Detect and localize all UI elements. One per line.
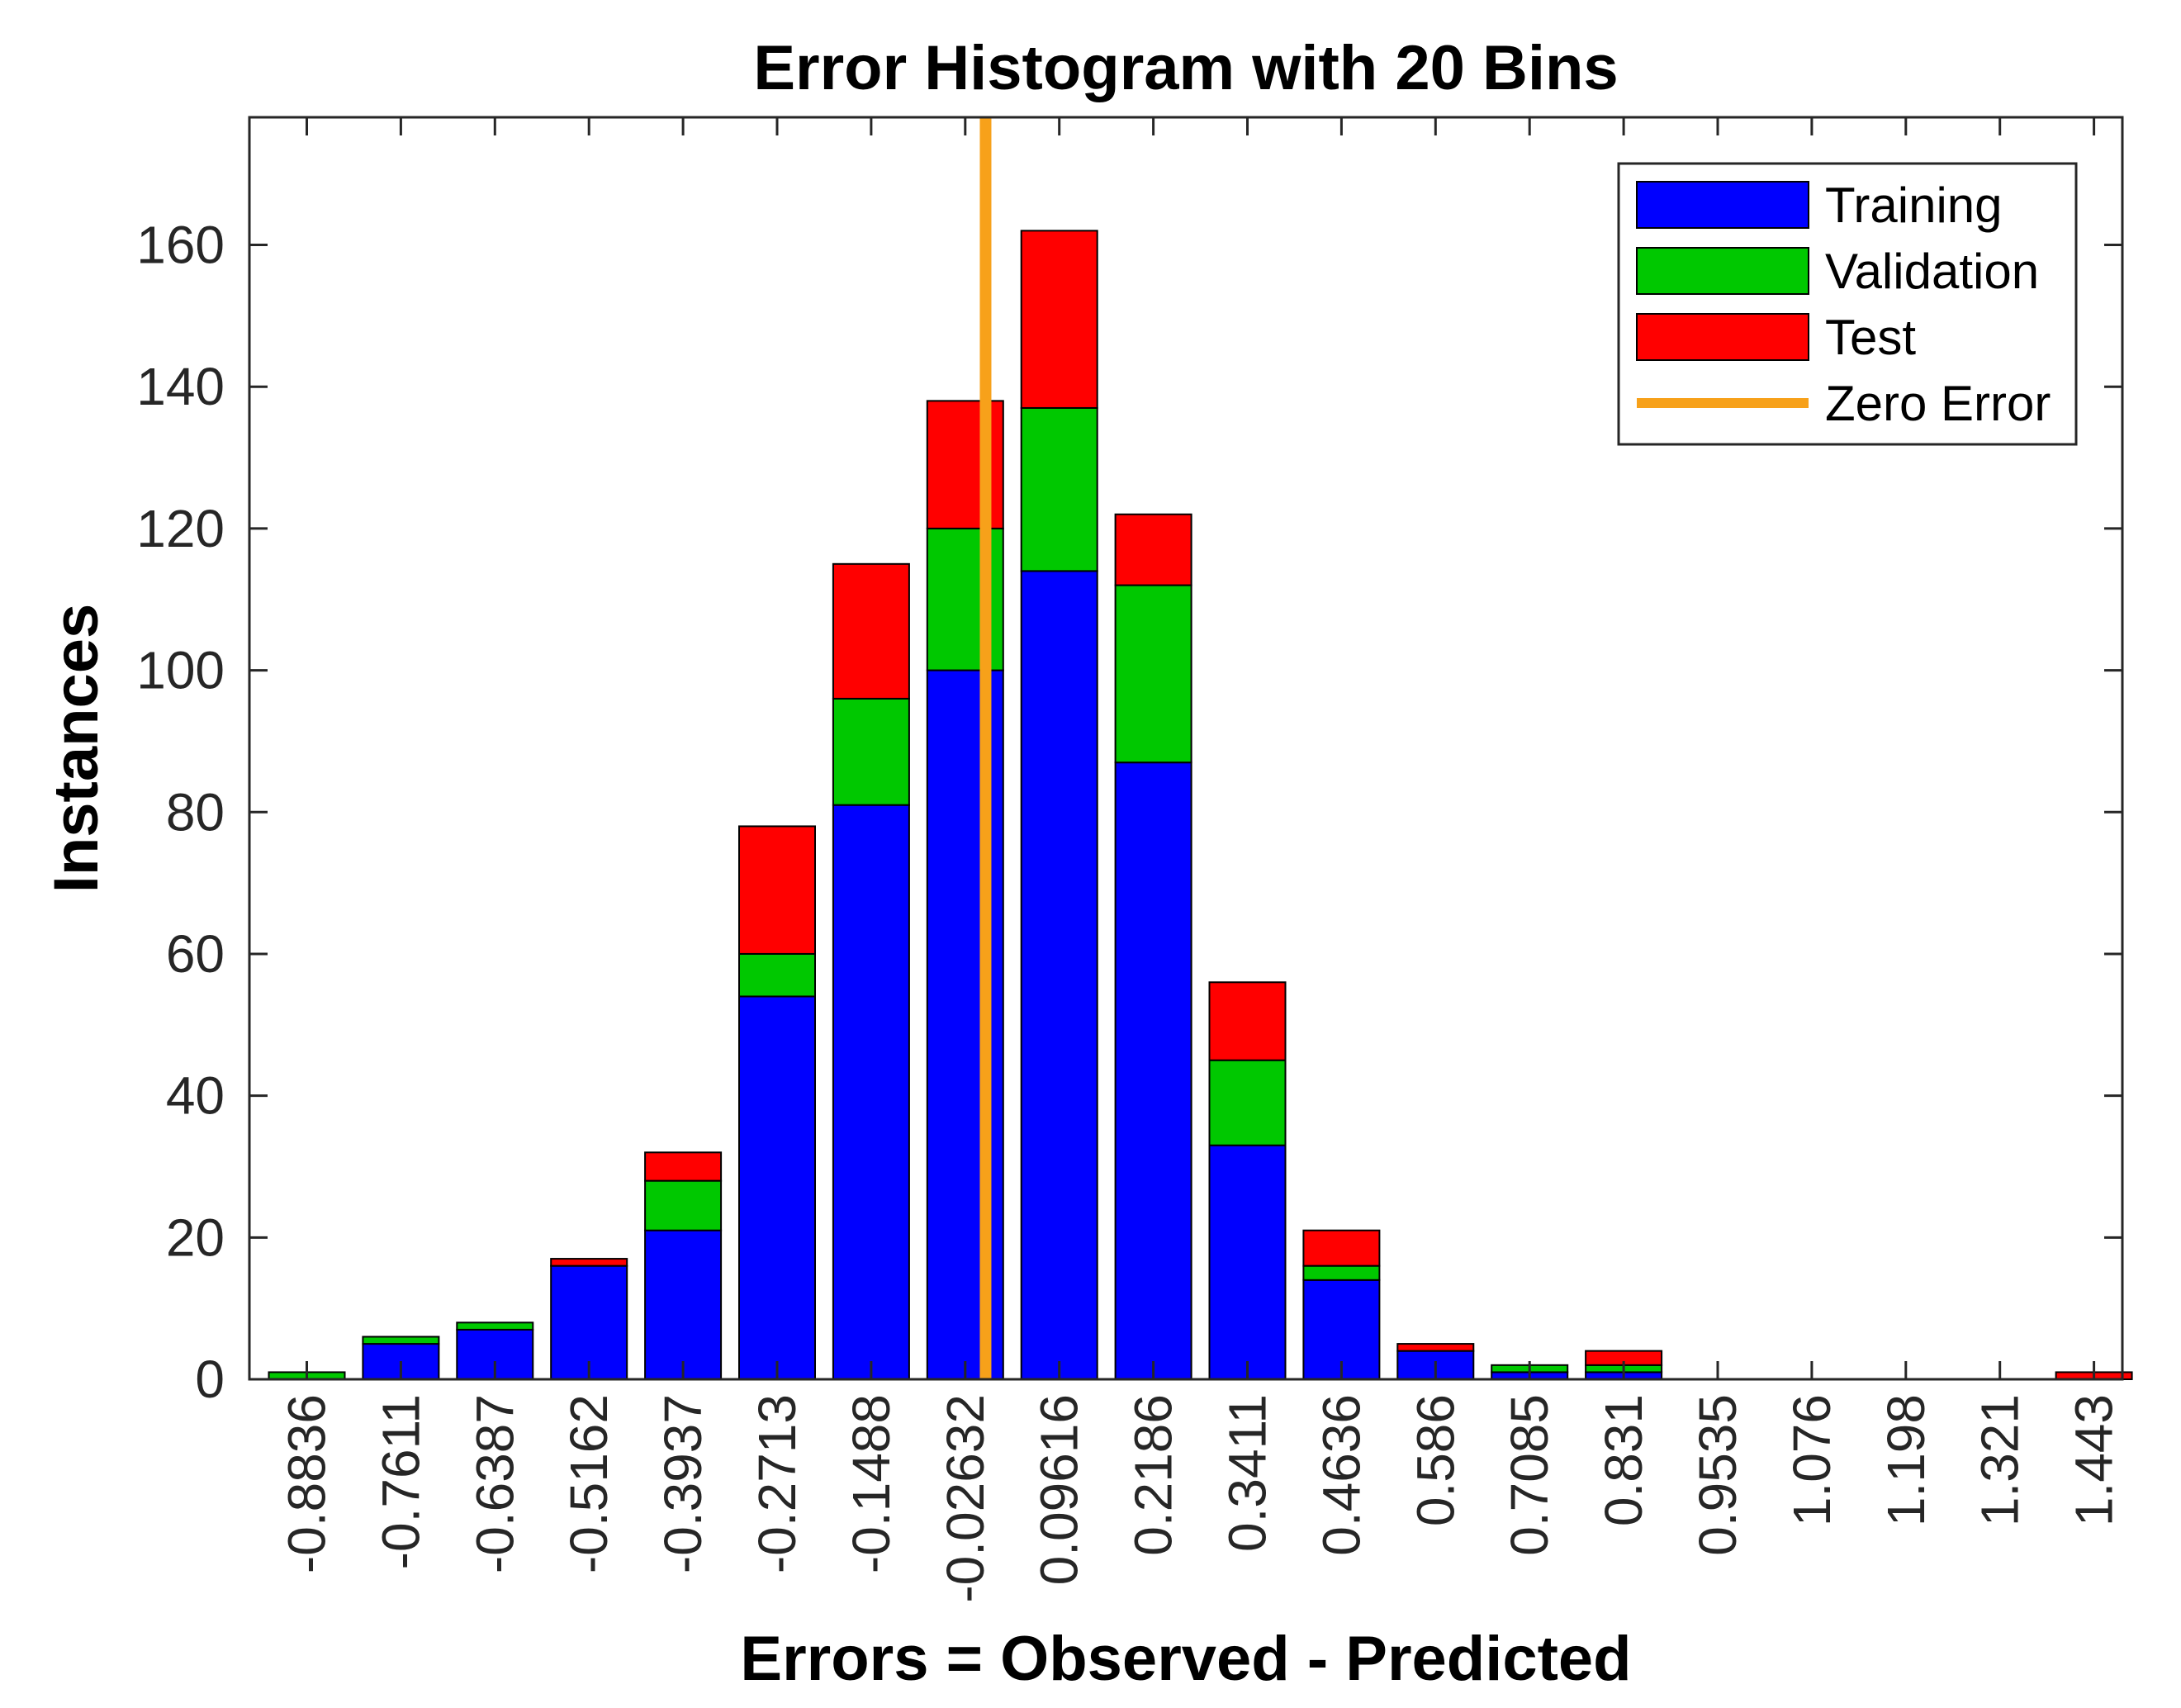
bar-validation-6 <box>832 697 910 806</box>
legend-label: Validation <box>1825 244 2039 299</box>
x-tick-label: -0.8836 <box>277 1394 337 1573</box>
legend-swatch-validation <box>1636 247 1809 295</box>
y-tick-label: 0 <box>195 1350 225 1409</box>
y-tick-label: 60 <box>166 924 225 984</box>
bar-test-4 <box>644 1151 723 1182</box>
bar-test-11 <box>1302 1229 1381 1267</box>
legend-label: Zero Error <box>1825 376 2051 431</box>
bar-training-4 <box>644 1229 723 1381</box>
legend-label: Training <box>1825 178 2003 233</box>
x-tick-label: -0.5162 <box>559 1394 619 1573</box>
y-tick-label: 40 <box>166 1066 225 1126</box>
x-axis-label: Errors = Observed - Predicted <box>740 1624 1631 1694</box>
x-tick-label: 0.9535 <box>1688 1394 1747 1556</box>
legend: Training Validation Test Zero Error <box>1617 162 2078 446</box>
bar-test-9 <box>1114 513 1192 586</box>
legend-label: Test <box>1825 310 1916 365</box>
bar-test-5 <box>738 825 816 955</box>
bar-validation-7 <box>926 527 1004 671</box>
bar-training-8 <box>1020 570 1098 1380</box>
plot-frame <box>248 116 2124 1381</box>
x-tick-label: -0.02632 <box>936 1394 995 1603</box>
bar-training-10 <box>1208 1144 1287 1380</box>
bar-test-7 <box>926 400 1004 529</box>
x-tick-label: -0.3937 <box>653 1394 713 1573</box>
y-tick-labels: 0 20 40 60 80 100 120 140 160 <box>136 216 225 1409</box>
bar-validation-11 <box>1302 1264 1381 1281</box>
bar-training-5 <box>738 995 816 1381</box>
bar-validation-1 <box>362 1336 440 1345</box>
bar-test-12 <box>1396 1343 1475 1352</box>
bar-test-8 <box>1020 230 1098 409</box>
bar-validation-4 <box>644 1179 723 1231</box>
bar-training-3 <box>550 1264 628 1381</box>
x-tick-label: 1.076 <box>1782 1394 1842 1526</box>
y-tick-label: 140 <box>136 357 225 416</box>
x-tick-label: 0.831 <box>1594 1394 1653 1526</box>
x-tick-label: -0.1488 <box>842 1394 901 1573</box>
bar-training-6 <box>832 804 910 1380</box>
x-tick-label: 0.586 <box>1406 1394 1465 1526</box>
bar-validation-9 <box>1114 584 1192 764</box>
bar-test-10 <box>1208 981 1287 1061</box>
ticks-layer <box>249 117 2122 1381</box>
bar-test-3 <box>550 1258 628 1267</box>
x-tick-label: 0.09616 <box>1030 1394 1089 1585</box>
bar-training-9 <box>1114 761 1192 1380</box>
x-tick-label: 1.321 <box>1970 1394 2030 1526</box>
bar-validation-8 <box>1020 406 1098 572</box>
x-tick-label: 0.4636 <box>1311 1394 1371 1556</box>
legend-swatch-test <box>1636 313 1809 361</box>
bar-training-7 <box>926 669 1004 1380</box>
y-tick-label: 20 <box>166 1207 225 1267</box>
x-tick-label: -0.7611 <box>371 1394 430 1569</box>
y-tick-label: 80 <box>166 782 225 842</box>
x-tick-label: 0.3411 <box>1218 1394 1278 1552</box>
y-axis-label: Instances <box>41 604 111 894</box>
y-tick-label: 120 <box>136 499 225 558</box>
x-tick-label: 0.2186 <box>1124 1394 1183 1556</box>
bar-validation-2 <box>456 1321 534 1331</box>
bar-validation-5 <box>738 952 816 998</box>
x-tick-label: -0.6387 <box>465 1394 524 1573</box>
x-tick-label: 1.443 <box>2065 1394 2124 1526</box>
x-tick-label: 1.198 <box>1876 1394 1936 1526</box>
x-tick-label: -0.2713 <box>747 1394 807 1573</box>
chart-title: Error Histogram with 20 Bins <box>753 33 1618 103</box>
bar-validation-10 <box>1208 1059 1287 1146</box>
bar-test-6 <box>832 562 910 700</box>
y-tick-label: 100 <box>136 641 225 700</box>
legend-swatch-training <box>1636 181 1809 229</box>
x-tick-label: 0.7085 <box>1500 1394 1559 1556</box>
x-tick-labels: -0.8836 -0.7611 -0.6387 -0.5162 -0.3937 -0.27… <box>277 1394 2124 1603</box>
y-tick-label: 160 <box>136 216 225 275</box>
